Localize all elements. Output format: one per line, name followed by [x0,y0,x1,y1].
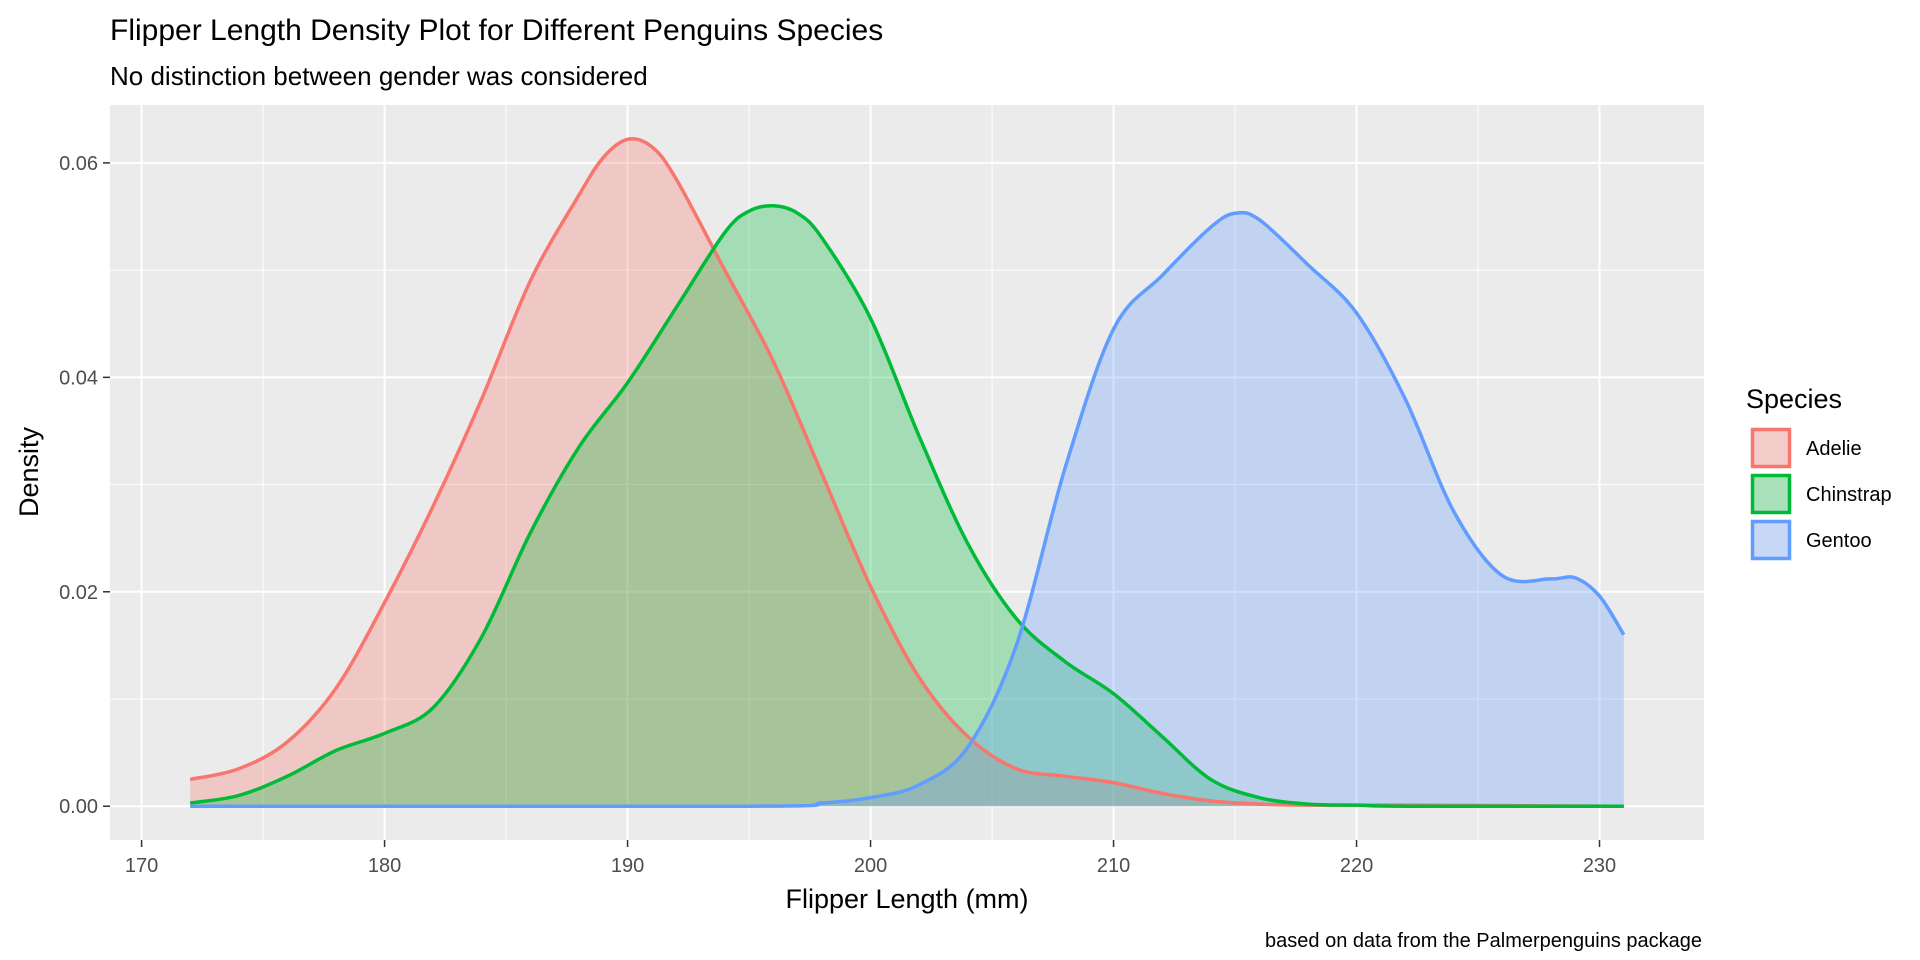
area-gentoo [190,212,1624,807]
density-areas [190,138,1624,807]
chart-title: Flipper Length Density Plot for Differen… [110,14,883,47]
line-chinstrap [189,203,1624,808]
line-gentoo [190,210,1626,808]
y-tick-label: 0.04 [59,367,98,389]
legend-label-chinstrap: Chinstrap [1806,484,1892,506]
legend-key-bg [1751,428,1791,468]
legend-label-gentoo: Gentoo [1806,530,1872,552]
plot-panel [110,105,1704,840]
legend-swatch-adelie [1750,427,1792,469]
y-tick-label: 0.02 [59,582,98,604]
chart-caption: based on data from the Palmerpenguins pa… [1265,930,1702,952]
x-tick-label: 180 [368,855,401,877]
legend-key-bg [1751,474,1791,514]
legend-swatch-chinstrap [1750,473,1792,515]
y-tick-label: 0.06 [59,153,98,175]
x-tick-label: 190 [611,855,644,877]
legend-swatch-gentoo [1750,519,1792,561]
x-axis-title: Flipper Length (mm) [785,884,1028,914]
y-axis-title: Density [14,426,44,517]
x-tick-label: 230 [1583,855,1616,877]
area-adelie [190,138,1624,807]
legend-key-bg [1751,520,1791,560]
legend: Adelie Chinstrap Gentoo [1750,427,1892,561]
line-adelie [189,137,1624,808]
x-axis: 170 180 190 200 210 220 230 [125,840,1616,877]
area-chinstrap [190,205,1624,807]
x-tick-label: 210 [1097,855,1130,877]
x-tick-label: 170 [125,855,158,877]
density-lines [189,137,1626,808]
legend-label-adelie: Adelie [1806,438,1862,460]
y-axis: 0.00 0.02 0.04 0.06 [59,153,110,818]
gridlines [110,105,1704,840]
x-tick-label: 220 [1340,855,1373,877]
y-tick-label: 0.00 [59,796,98,818]
chart-subtitle: No distinction between gender was consid… [110,61,648,91]
x-tick-label: 200 [854,855,887,877]
legend-title: Species [1746,384,1842,414]
